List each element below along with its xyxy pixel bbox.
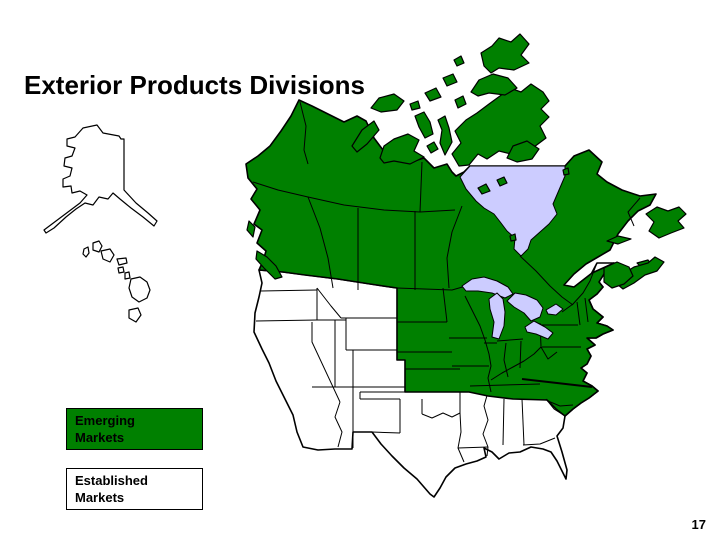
legend-established-markets: Established Markets	[66, 468, 203, 510]
page-title: Exterior Products Divisions	[24, 70, 365, 100]
hudson-bay-islands	[477, 176, 517, 242]
legend-established-label-line2: Markets	[75, 490, 125, 505]
page-number: 17	[691, 517, 706, 532]
great-lakes	[461, 276, 564, 340]
established-state-borders	[255, 287, 556, 463]
atlantic-canada	[603, 206, 687, 290]
legend-emerging-label-line2: Markets	[75, 430, 125, 445]
arctic-islands	[351, 33, 570, 176]
alaska-outline	[43, 124, 158, 234]
hawaii-islands	[82, 240, 151, 323]
pacific-islands	[246, 220, 283, 280]
legend-emerging-label-line1: Emerging	[75, 413, 135, 428]
province-borders	[252, 101, 641, 306]
us-canada-border	[396, 262, 598, 313]
legend-emerging-markets: Emerging Markets	[66, 408, 203, 450]
legend-established-label-line1: Established	[75, 473, 148, 488]
